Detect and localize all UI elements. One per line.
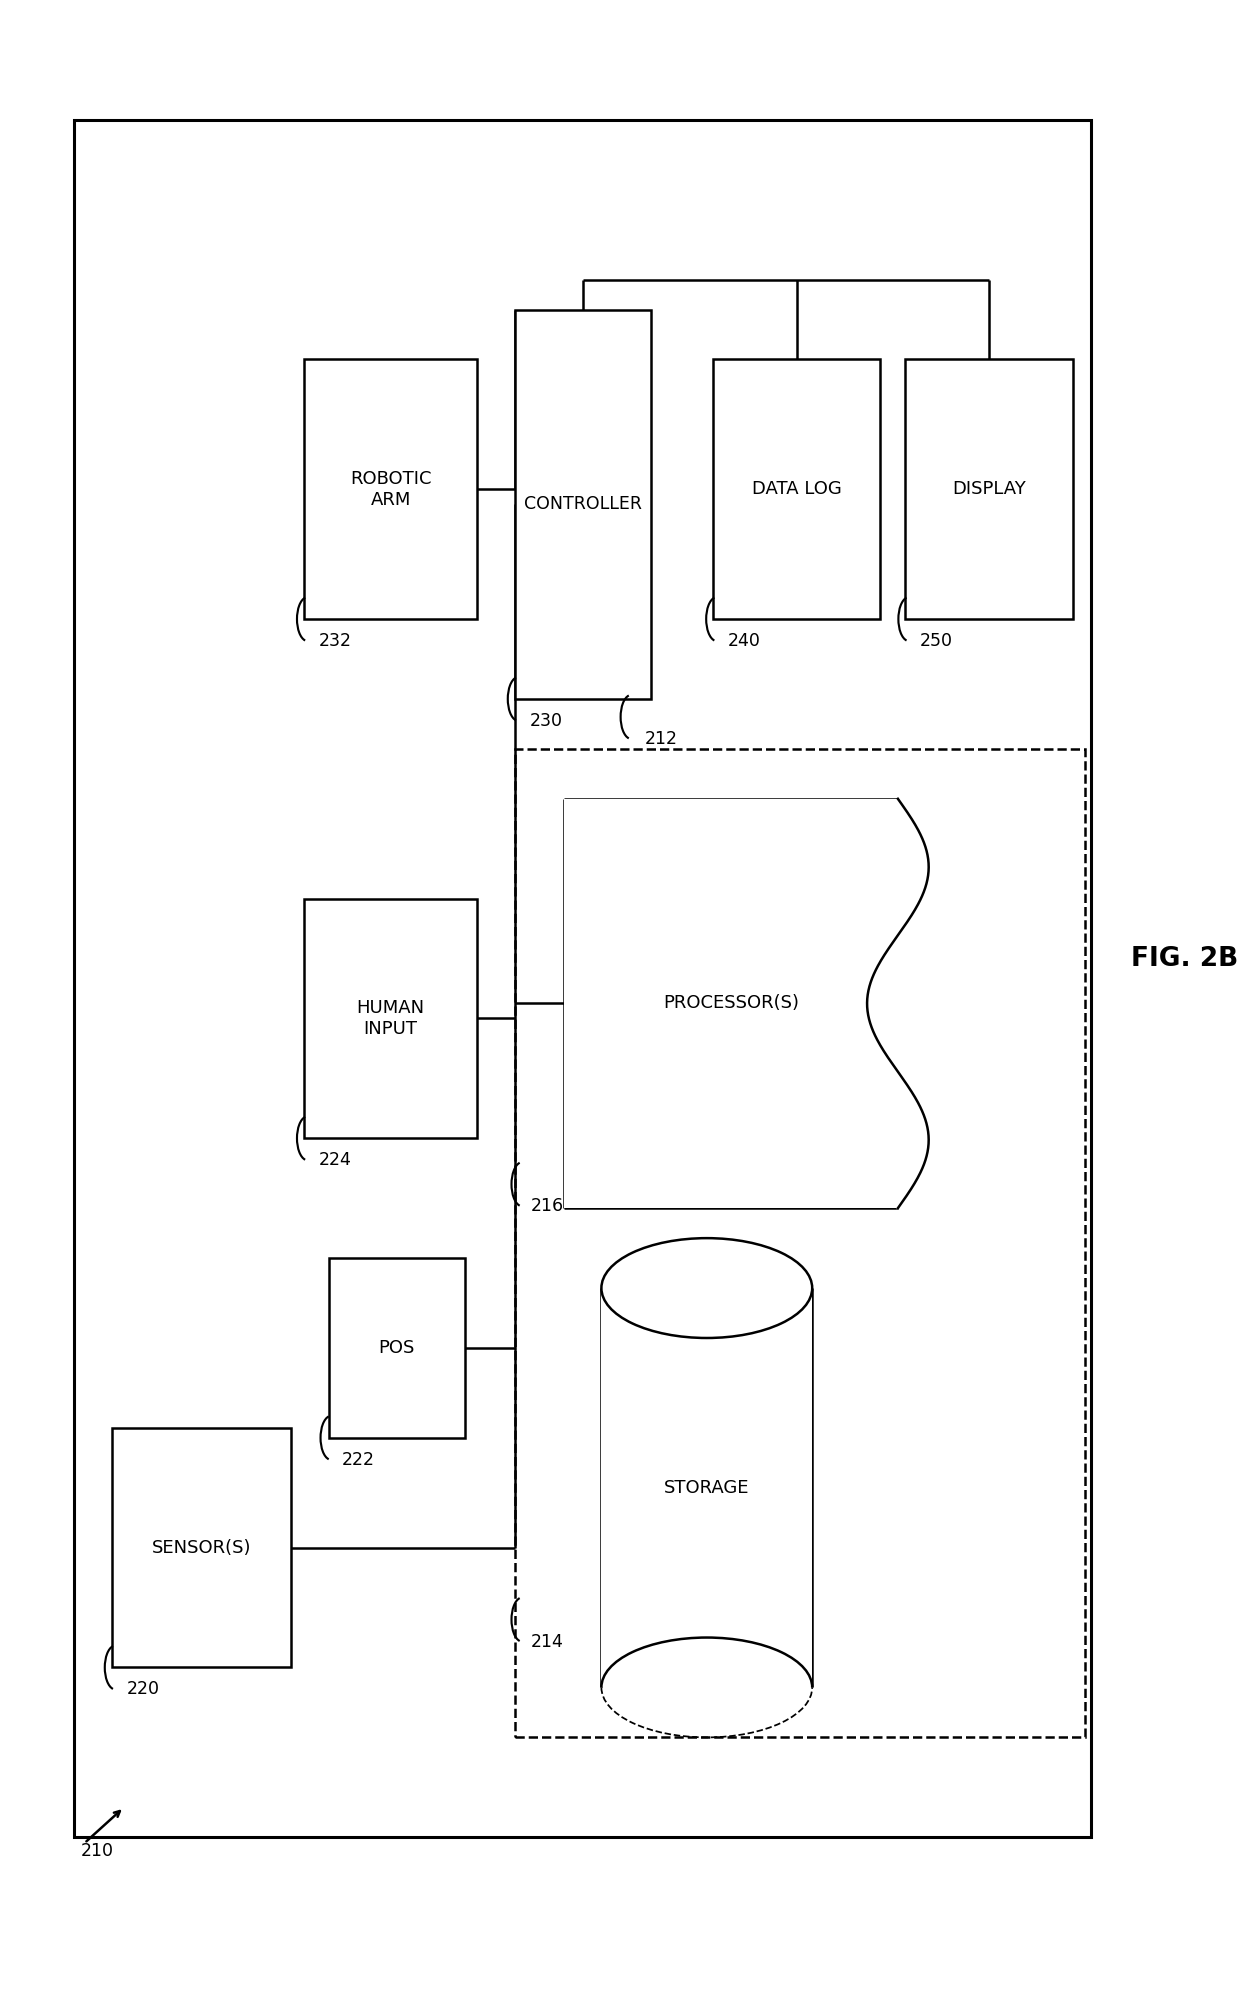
Ellipse shape — [601, 1238, 812, 1338]
Text: DISPLAY: DISPLAY — [952, 479, 1025, 499]
Text: POS: POS — [378, 1338, 415, 1358]
Text: ROBOTIC
ARM: ROBOTIC ARM — [350, 469, 432, 509]
Bar — [304, 359, 477, 619]
Text: CONTROLLER: CONTROLLER — [523, 495, 642, 513]
Bar — [74, 120, 1091, 1837]
Text: DATA LOG: DATA LOG — [751, 479, 842, 499]
Bar — [329, 1258, 465, 1438]
Text: 224: 224 — [319, 1150, 352, 1170]
Text: 240: 240 — [728, 631, 761, 651]
Bar — [515, 749, 1085, 1737]
Text: 216: 216 — [531, 1196, 564, 1216]
Text: HUMAN
INPUT: HUMAN INPUT — [357, 998, 424, 1038]
Text: STORAGE: STORAGE — [665, 1478, 749, 1498]
Text: FIG. 2B: FIG. 2B — [1131, 945, 1238, 973]
Bar — [713, 359, 880, 619]
Text: 222: 222 — [342, 1450, 376, 1470]
Bar — [515, 310, 651, 699]
Text: 212: 212 — [645, 729, 678, 749]
Text: 250: 250 — [920, 631, 954, 651]
Text: 210: 210 — [81, 1841, 114, 1861]
Bar — [564, 799, 931, 1208]
Text: PROCESSOR(S): PROCESSOR(S) — [663, 995, 799, 1012]
Bar — [601, 1288, 812, 1687]
Text: 230: 230 — [529, 711, 563, 731]
Text: SENSOR(S): SENSOR(S) — [151, 1538, 252, 1558]
Bar — [304, 899, 477, 1138]
Text: 232: 232 — [319, 631, 352, 651]
Text: 220: 220 — [126, 1679, 160, 1699]
Text: 214: 214 — [531, 1632, 564, 1652]
Bar — [905, 359, 1073, 619]
Bar — [112, 1428, 291, 1667]
